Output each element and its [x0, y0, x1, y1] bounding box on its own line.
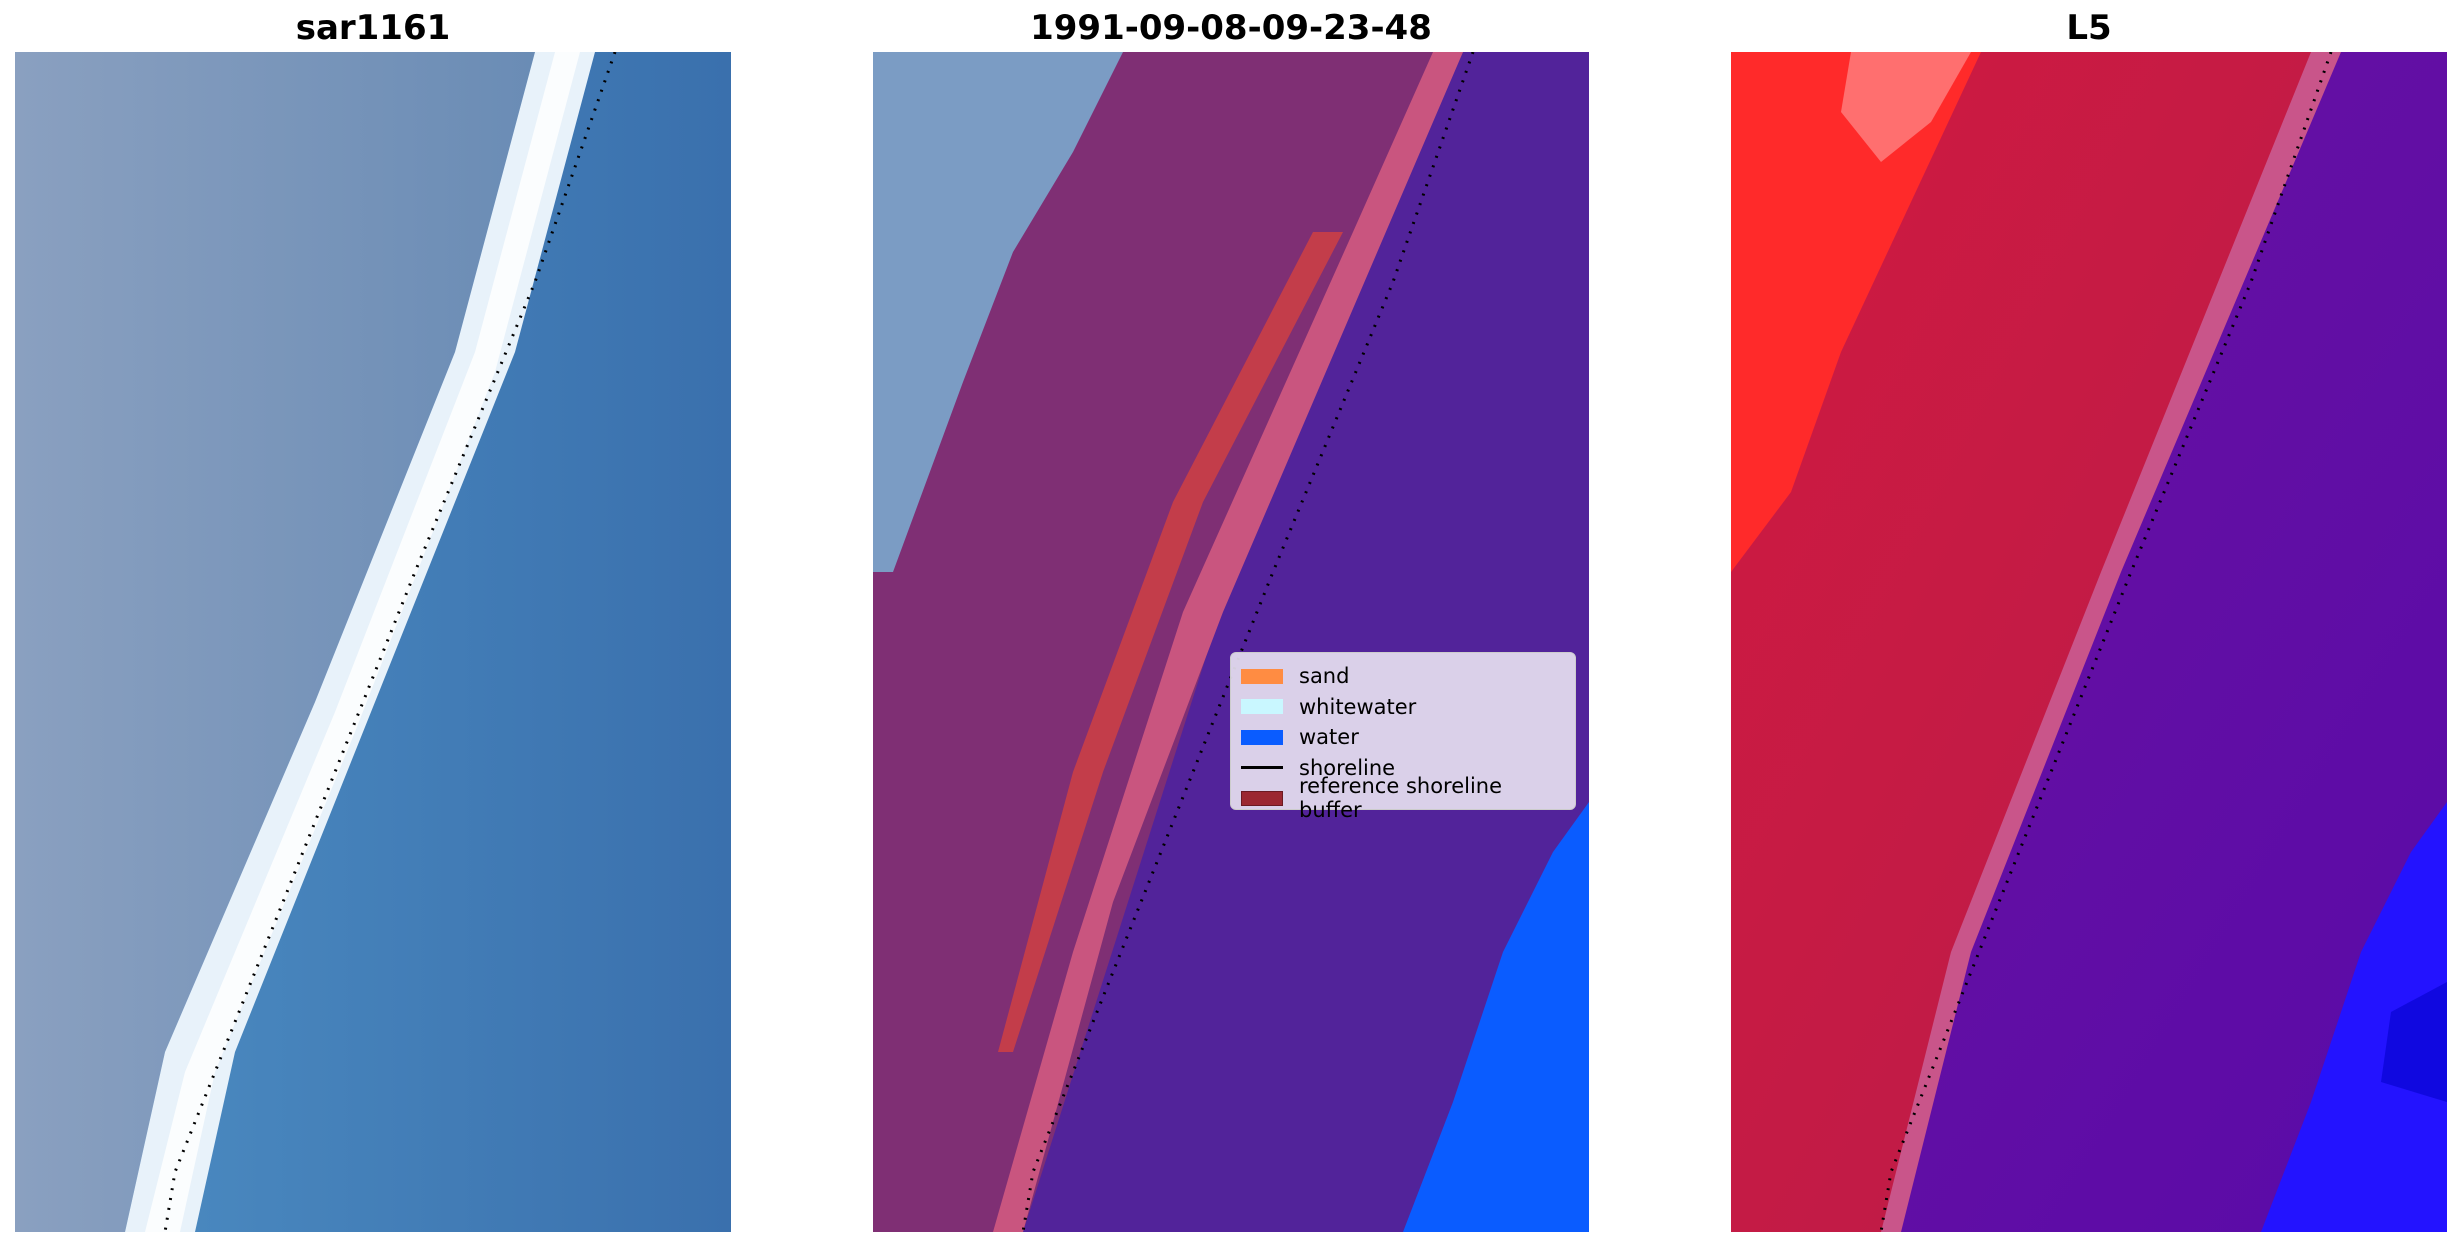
legend-item-sand: sand	[1241, 661, 1565, 692]
legend-label: whitewater	[1299, 694, 1417, 719]
legend-label: reference shoreline buffer	[1299, 774, 1503, 823]
water-swatch	[1241, 729, 1283, 745]
reference-buffer-swatch	[1241, 790, 1283, 806]
sand-swatch	[1241, 668, 1283, 684]
legend-item-shoreline: shoreline	[1241, 753, 1565, 784]
legend-label: sand	[1299, 664, 1350, 689]
legend-label: shoreline	[1299, 755, 1396, 780]
panel-title-index: L5	[2066, 8, 2112, 48]
legend: sand whitewater water shoreline referenc…	[1230, 652, 1576, 822]
classified-image-panel	[873, 52, 1589, 1232]
legend-item-reference-buffer: reference shoreline buffer	[1241, 774, 1565, 822]
panel-title-classified: 1991-09-08-09-23-48	[1030, 8, 1432, 48]
whitewater-swatch	[1241, 699, 1283, 715]
legend-label: water	[1299, 725, 1359, 750]
shoreline-swatch	[1241, 766, 1283, 770]
legend-item-water: water	[1241, 722, 1565, 753]
legend-item-whitewater: whitewater	[1241, 692, 1565, 723]
index-image-panel	[1731, 52, 2447, 1232]
rgb-image-panel	[15, 52, 731, 1232]
panel-title-rgb: sar1161	[295, 8, 451, 48]
